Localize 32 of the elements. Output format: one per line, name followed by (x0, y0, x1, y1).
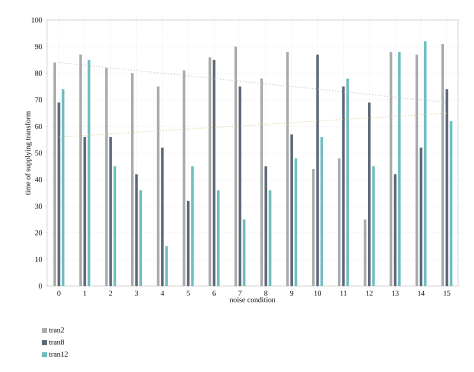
bar (424, 41, 427, 286)
bar (186, 200, 190, 286)
bar (316, 54, 319, 286)
bar (62, 89, 64, 286)
bar (191, 166, 194, 286)
bar (290, 134, 293, 286)
bar (446, 89, 448, 286)
bar (368, 102, 371, 286)
bar (342, 86, 345, 286)
bar (394, 174, 396, 286)
bar (294, 158, 298, 286)
bar (398, 52, 401, 286)
bar (58, 102, 60, 286)
bar (420, 148, 422, 286)
bar (372, 166, 375, 286)
bar (216, 190, 220, 286)
bar (161, 148, 164, 286)
bar (114, 166, 116, 286)
bar (83, 137, 86, 286)
bar (450, 121, 452, 286)
bar (268, 190, 272, 286)
bar (165, 246, 168, 286)
bar (238, 86, 242, 286)
bar (264, 166, 268, 286)
bar (346, 78, 349, 286)
bar (212, 60, 216, 286)
bar (320, 137, 324, 286)
bar (242, 220, 246, 286)
bar (139, 190, 142, 286)
bar (135, 174, 138, 286)
bar (109, 137, 112, 286)
bar (88, 60, 90, 286)
